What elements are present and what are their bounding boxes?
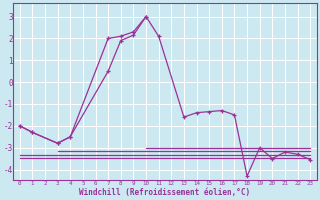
X-axis label: Windchill (Refroidissement éolien,°C): Windchill (Refroidissement éolien,°C) (79, 188, 251, 197)
